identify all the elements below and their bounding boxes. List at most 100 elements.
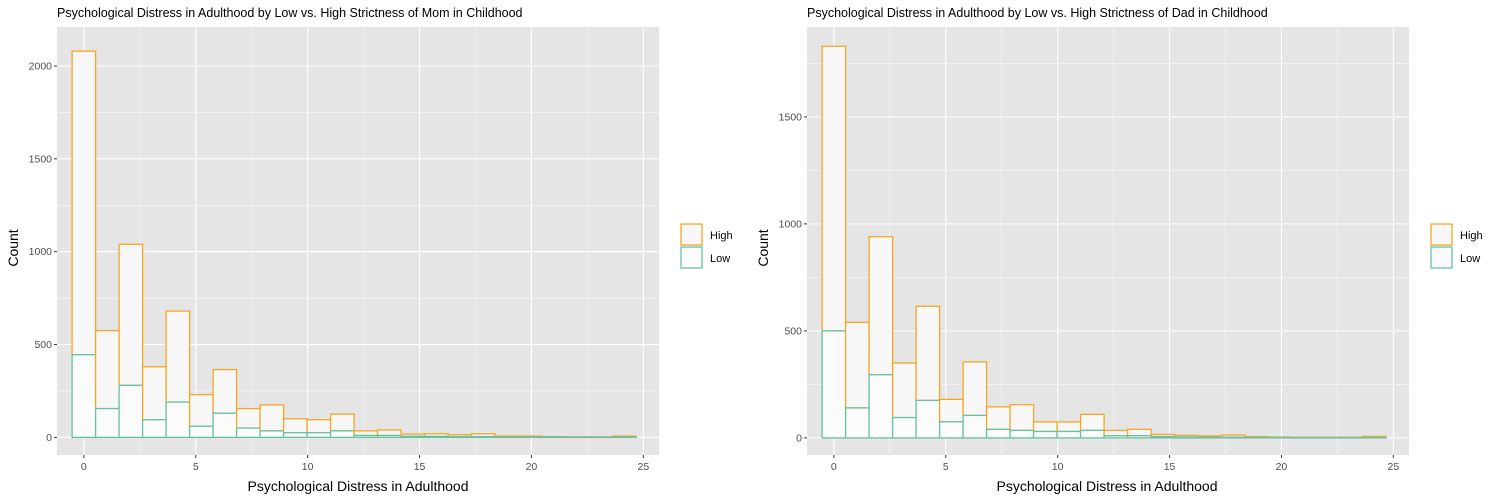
bar-high <box>1079 413 1105 432</box>
x-tick-label: 25 <box>637 461 649 473</box>
bar-high <box>353 430 379 437</box>
bar-low <box>400 435 426 439</box>
x-tick-label: 25 <box>1387 461 1399 473</box>
y-tick-label: 1000 <box>779 218 803 230</box>
bar-high <box>165 310 191 403</box>
y-tick-label: 500 <box>784 325 802 337</box>
legend-label-high: High <box>1460 230 1483 242</box>
bar-high <box>118 243 144 387</box>
bar-high <box>821 45 847 332</box>
bar-low <box>985 428 1011 439</box>
x-tick-label: 10 <box>1052 461 1064 473</box>
grid-minor <box>57 27 659 455</box>
bar-low <box>1032 430 1058 439</box>
chart-title: Psychological Distress in Adulthood by L… <box>807 6 1268 20</box>
bar-low <box>71 354 97 439</box>
x-tick-label: 20 <box>1276 461 1288 473</box>
bar-low <box>938 421 964 439</box>
y-tick-label: 1000 <box>29 246 53 258</box>
x-axis-label: Psychological Distress in Adulthood <box>996 478 1217 494</box>
y-tick-label: 500 <box>34 339 52 351</box>
bar-high <box>1103 429 1129 437</box>
bar-high <box>1126 428 1152 437</box>
bar-low <box>94 407 120 439</box>
bar-high <box>915 305 941 402</box>
legend: High Low <box>1430 223 1483 269</box>
x-tick-label: 10 <box>302 461 314 473</box>
bar-high <box>376 429 402 437</box>
bar-low <box>470 435 496 439</box>
bar-low <box>962 414 988 439</box>
chart-title: Psychological Distress in Adulthood by L… <box>57 6 523 20</box>
bar-low <box>118 384 144 439</box>
bar-low <box>141 419 167 439</box>
bar-high <box>282 418 308 434</box>
legend: High Low <box>680 223 733 269</box>
bar-high <box>94 329 120 410</box>
chart-dad: Psychological Distress in Adulthood by L… <box>750 0 1500 500</box>
bar-high <box>141 366 167 421</box>
bar-low <box>868 374 894 439</box>
bar-low <box>844 407 870 439</box>
bar-high <box>962 361 988 417</box>
bar-low <box>235 427 261 439</box>
bar-low <box>447 435 473 439</box>
y-axis-label: Count <box>755 229 771 266</box>
x-tick-label: 20 <box>526 461 538 473</box>
bar-low <box>821 330 847 439</box>
y-tick-label: 1500 <box>779 111 803 123</box>
bar-high <box>891 362 917 419</box>
x-tick-label: 5 <box>943 461 949 473</box>
legend-label-low: Low <box>1460 253 1480 265</box>
bar-low <box>306 432 332 439</box>
bar-high <box>259 404 285 432</box>
bar-high <box>235 407 261 429</box>
y-tick-label: 2000 <box>29 60 53 72</box>
bars <box>71 50 637 439</box>
bar-high <box>212 368 238 414</box>
bar-low <box>1197 436 1223 439</box>
y-axis-ticks: 0 500 1000 1500 <box>779 111 807 444</box>
x-tick-label: 5 <box>193 461 199 473</box>
bar-low <box>376 434 402 439</box>
bar-high <box>71 50 97 356</box>
x-tick-label: 15 <box>414 461 426 473</box>
y-tick-label: 1500 <box>29 153 53 165</box>
bar-high <box>868 236 894 376</box>
x-tick-label: 0 <box>81 461 87 473</box>
bar-low <box>353 434 379 439</box>
legend-label-low: Low <box>710 253 730 265</box>
x-tick-label: 0 <box>831 461 837 473</box>
bar-high <box>329 413 355 432</box>
x-axis-ticks: 0 5 10 15 20 25 <box>81 455 649 473</box>
bar-high <box>938 398 964 423</box>
bar-low <box>1056 430 1082 439</box>
bar-low <box>891 416 917 439</box>
legend-key-high <box>1430 223 1453 246</box>
legend-key-low <box>1430 246 1453 269</box>
bar-low <box>915 399 941 439</box>
bar-low <box>1173 436 1199 439</box>
bar-low <box>1150 435 1176 439</box>
x-axis-ticks: 0 5 10 15 20 25 <box>831 455 1399 473</box>
y-axis-ticks: 0 500 1000 1500 2000 <box>29 60 57 444</box>
bar-low <box>188 425 214 439</box>
chart-mom: Psychological Distress in Adulthood by L… <box>5 6 733 494</box>
bar-high <box>985 406 1011 430</box>
bar-low <box>1009 429 1035 439</box>
x-axis-label: Psychological Distress in Adulthood <box>247 478 468 494</box>
bar-low <box>259 430 285 439</box>
bar-high <box>1009 404 1035 432</box>
bar-low <box>423 435 449 439</box>
bar-low <box>329 430 355 439</box>
bar-high <box>1056 421 1082 433</box>
bar-low <box>1103 435 1129 439</box>
y-tick-label: 0 <box>796 432 802 444</box>
bar-low <box>1126 435 1152 439</box>
bar-low <box>212 412 238 439</box>
bar-high <box>1032 421 1058 433</box>
bar-low <box>282 432 308 439</box>
bar-high <box>188 394 214 427</box>
legend-label-high: High <box>710 230 733 242</box>
bar-low <box>1220 436 1246 439</box>
